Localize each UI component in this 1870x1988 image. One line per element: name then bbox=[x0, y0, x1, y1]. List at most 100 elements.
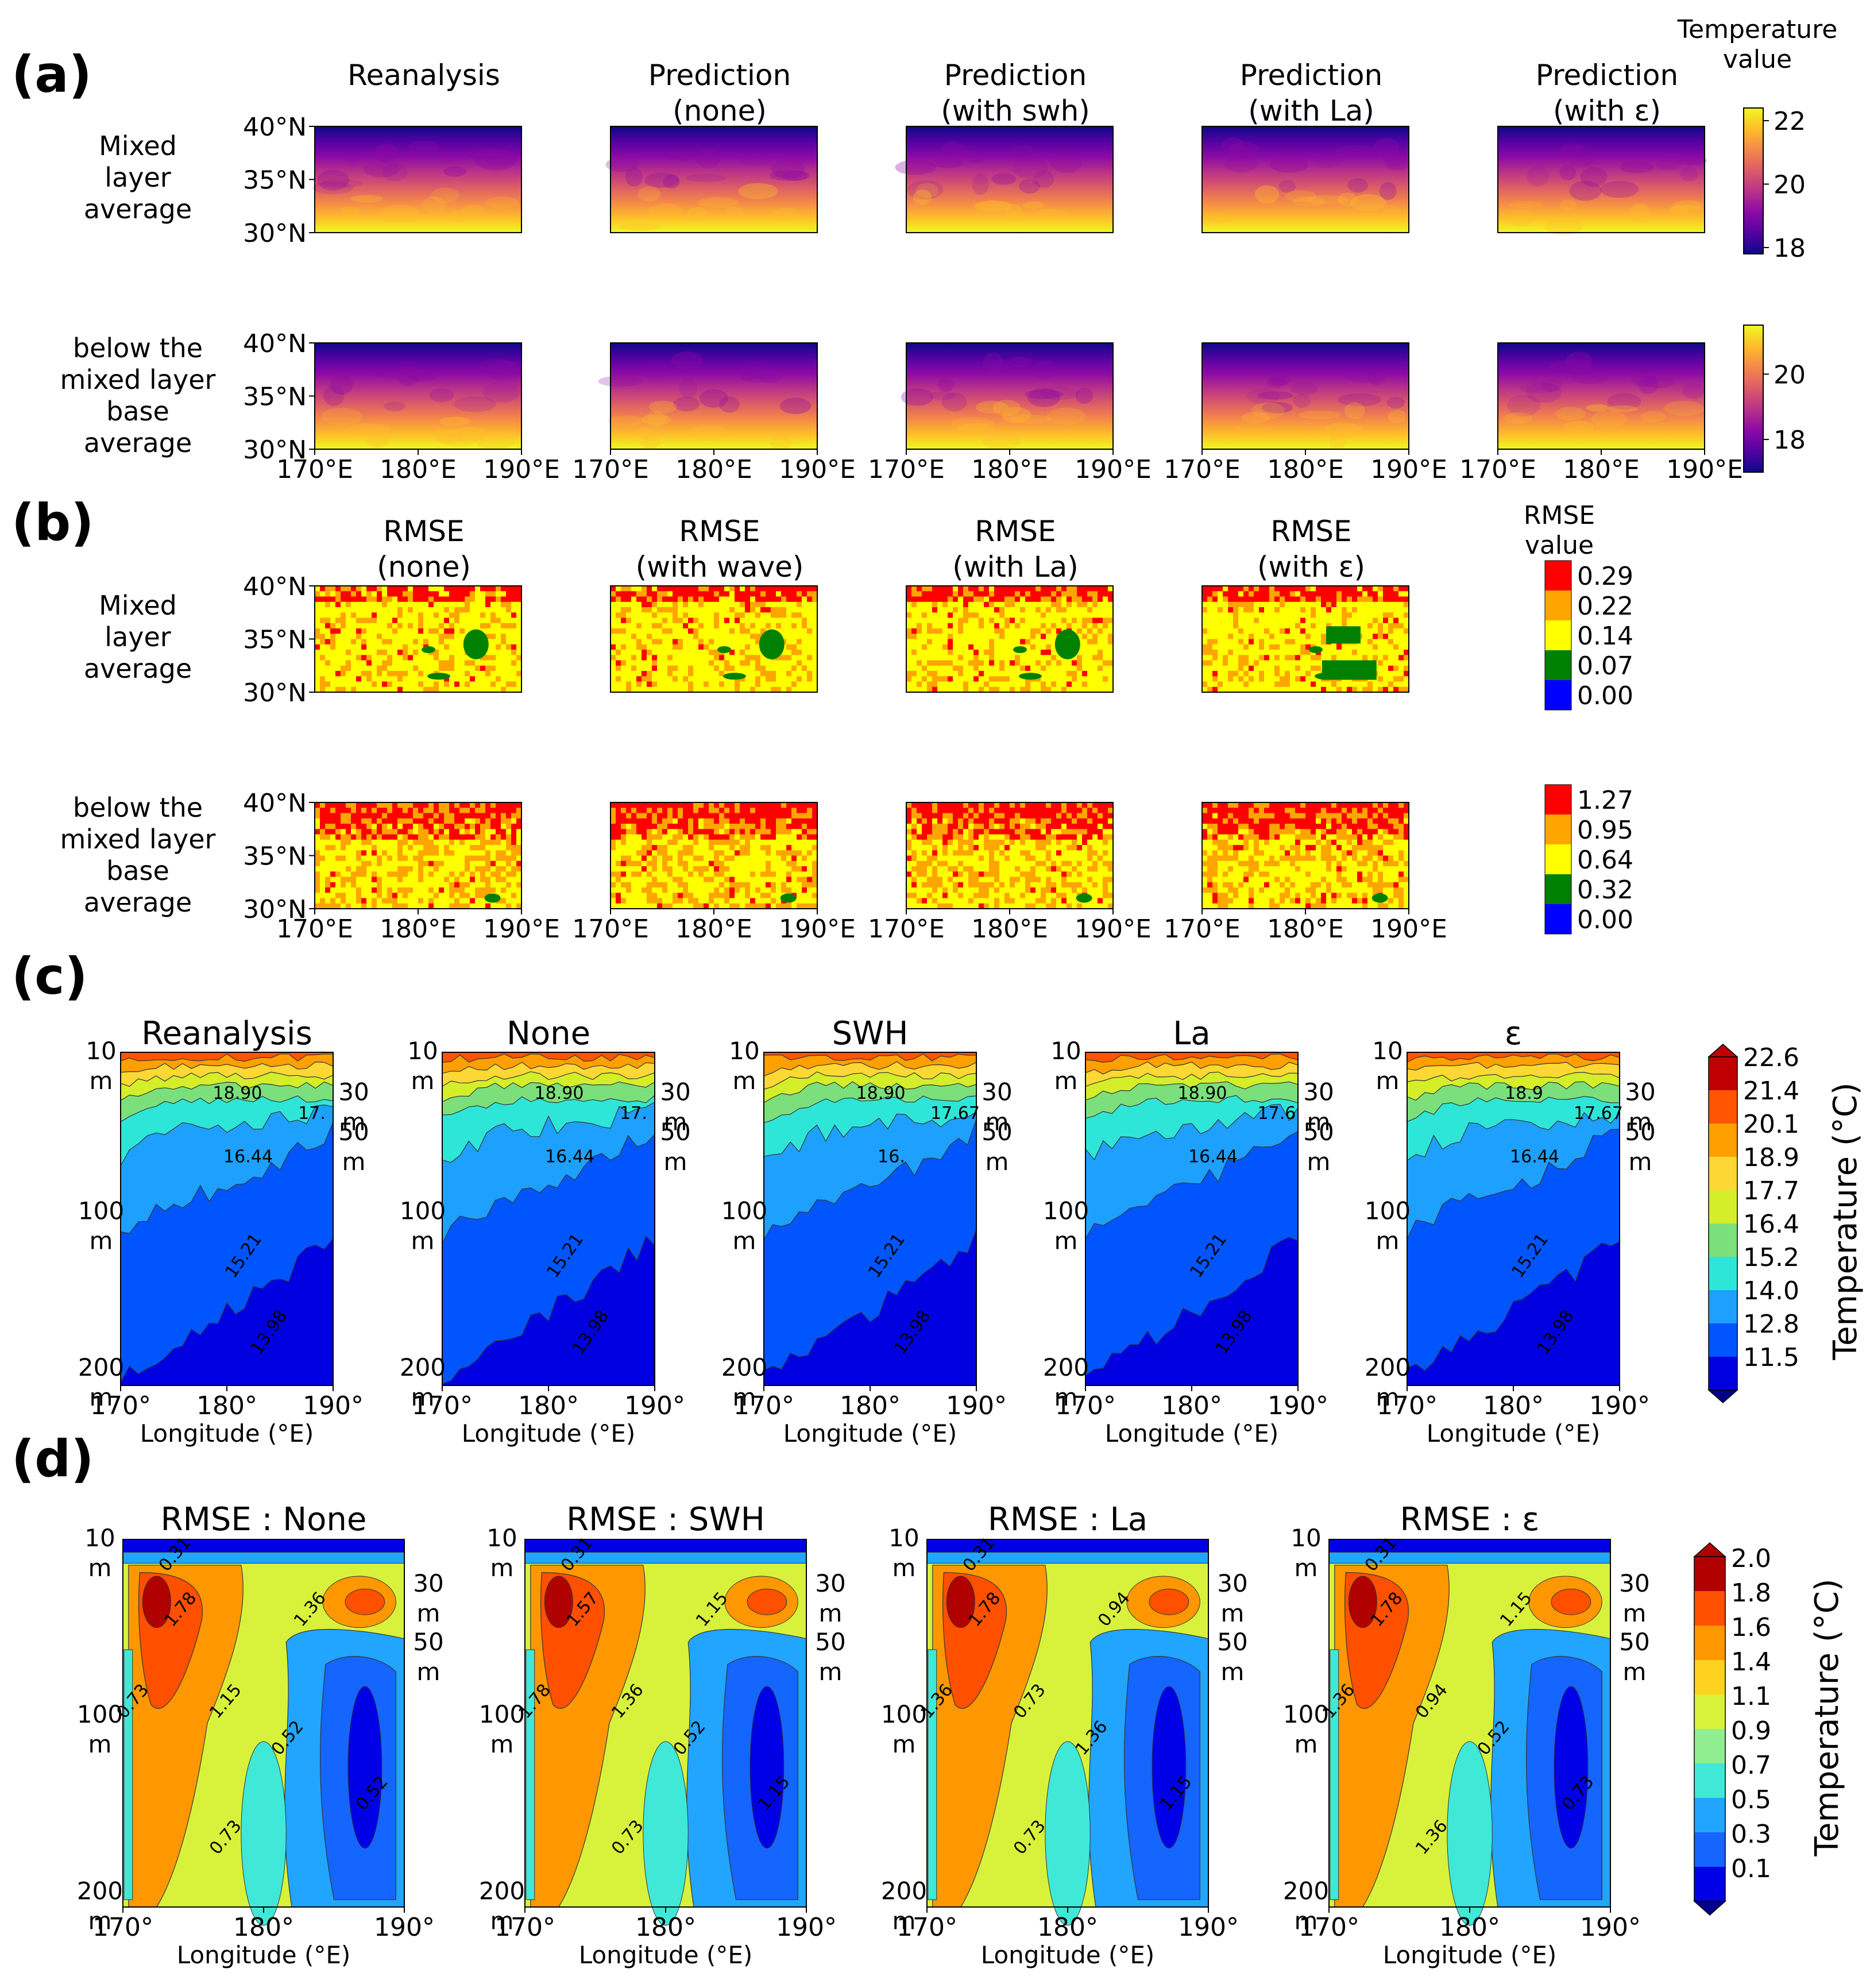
rmse-cell bbox=[735, 601, 740, 608]
rmse-cell bbox=[994, 655, 1000, 661]
rmse-cell bbox=[812, 644, 818, 650]
rmse-cell bbox=[963, 607, 969, 613]
rmse-cell bbox=[1393, 686, 1399, 693]
rmse-cell bbox=[911, 596, 917, 603]
rmse-cell bbox=[704, 850, 709, 856]
rmse-cell bbox=[958, 591, 964, 597]
rmse-cell bbox=[1046, 601, 1052, 608]
rmse-cell bbox=[480, 591, 486, 597]
rmse-cell bbox=[1207, 591, 1213, 597]
rmse-cell bbox=[958, 617, 964, 624]
rmse-cell bbox=[423, 628, 429, 634]
rmse-cell bbox=[449, 612, 455, 619]
rmse-cell bbox=[465, 623, 470, 629]
rmse-cell bbox=[490, 628, 496, 634]
texture-blob bbox=[439, 416, 470, 426]
rmse-cell bbox=[771, 808, 776, 814]
rmse-cell bbox=[423, 855, 429, 862]
rmse-cell bbox=[657, 866, 663, 872]
rmse-cell bbox=[1393, 596, 1399, 603]
rmse-cell bbox=[413, 686, 419, 693]
rmse-cell bbox=[673, 824, 678, 829]
rmse-cell bbox=[906, 676, 912, 682]
rmse-cell bbox=[320, 882, 326, 888]
rmse-cell bbox=[1098, 628, 1103, 634]
rmse-cell bbox=[973, 655, 979, 661]
rmse-cell bbox=[439, 623, 445, 629]
texture-blob bbox=[640, 435, 660, 449]
rmse-cell bbox=[750, 676, 756, 682]
rmse-cell bbox=[1243, 639, 1249, 645]
rmse-cell bbox=[1108, 676, 1114, 682]
texture-blob bbox=[991, 173, 1017, 185]
rmse-cell bbox=[927, 639, 933, 645]
rmse-cell bbox=[979, 586, 984, 592]
rmse-cell bbox=[771, 617, 776, 624]
rmse-cell bbox=[750, 634, 756, 640]
rmse-cell bbox=[428, 855, 434, 862]
rmse-cell bbox=[1228, 644, 1234, 650]
rmse-cell bbox=[1373, 634, 1378, 640]
rmse-cell bbox=[496, 607, 501, 613]
rmse-cell bbox=[315, 866, 320, 872]
rmse-cell bbox=[346, 623, 351, 629]
rmse-cell bbox=[657, 617, 663, 624]
x-tick-label: 190°E bbox=[1370, 455, 1447, 484]
rmse-cell bbox=[1020, 601, 1026, 608]
rmse-cell bbox=[1393, 660, 1399, 666]
rmse-cell bbox=[755, 665, 761, 671]
texture-blob bbox=[690, 424, 727, 441]
rmse-cell bbox=[1295, 612, 1301, 619]
rmse-cell bbox=[325, 824, 331, 829]
rmse-cell bbox=[1087, 676, 1093, 682]
rmse-cell bbox=[361, 839, 367, 846]
rmse-cell bbox=[1207, 686, 1213, 693]
rmse-cell bbox=[361, 813, 367, 819]
rmse-cell bbox=[320, 829, 326, 835]
rmse-cell bbox=[387, 628, 393, 634]
rmse-cell bbox=[667, 818, 673, 824]
rmse-cell bbox=[989, 655, 995, 661]
rmse-cell bbox=[418, 681, 424, 688]
rmse-cell bbox=[636, 845, 642, 851]
rmse-cell bbox=[776, 671, 782, 677]
rmse-cell bbox=[1212, 628, 1218, 634]
rmse-cell bbox=[1051, 591, 1057, 597]
rmse-cell bbox=[802, 591, 808, 597]
rmse-cell bbox=[802, 802, 808, 808]
rmse-cell bbox=[771, 596, 776, 603]
rmse-cell bbox=[621, 850, 627, 856]
rmse-cell bbox=[351, 829, 357, 835]
rmse-cell bbox=[621, 665, 627, 671]
rmse-cell bbox=[511, 866, 517, 872]
rmse-cell bbox=[485, 591, 491, 597]
rmse-cell bbox=[1238, 644, 1244, 650]
rmse-cell bbox=[1378, 650, 1384, 655]
rmse-cell bbox=[351, 586, 357, 592]
rmse-cell bbox=[444, 665, 450, 671]
rmse-cell bbox=[621, 860, 627, 867]
rmse-cell bbox=[397, 628, 403, 634]
rmse-cell bbox=[1212, 676, 1218, 682]
rmse-cell bbox=[760, 850, 766, 856]
rmse-cell bbox=[366, 898, 372, 904]
rmse-cell bbox=[382, 671, 388, 677]
rmse-cell bbox=[397, 839, 403, 846]
rmse-cell bbox=[1218, 612, 1223, 619]
rmse-cell bbox=[418, 623, 424, 629]
rmse-cell bbox=[392, 601, 398, 608]
rmse-cell bbox=[1098, 681, 1103, 688]
rmse-cell bbox=[704, 834, 709, 840]
rmse-cell bbox=[480, 655, 486, 661]
rmse-cell bbox=[657, 839, 663, 846]
texture-blob bbox=[1335, 145, 1377, 155]
rmse-cell bbox=[1067, 617, 1072, 624]
y-tick-label: 35°N bbox=[243, 626, 307, 655]
rmse-cell bbox=[973, 676, 979, 682]
rmse-cell bbox=[1041, 634, 1046, 640]
rmse-cell bbox=[611, 644, 616, 650]
rmse-cell bbox=[1274, 681, 1280, 688]
texture-blob bbox=[759, 370, 782, 384]
rmse-cell bbox=[942, 671, 948, 677]
rmse-cell bbox=[807, 845, 813, 851]
